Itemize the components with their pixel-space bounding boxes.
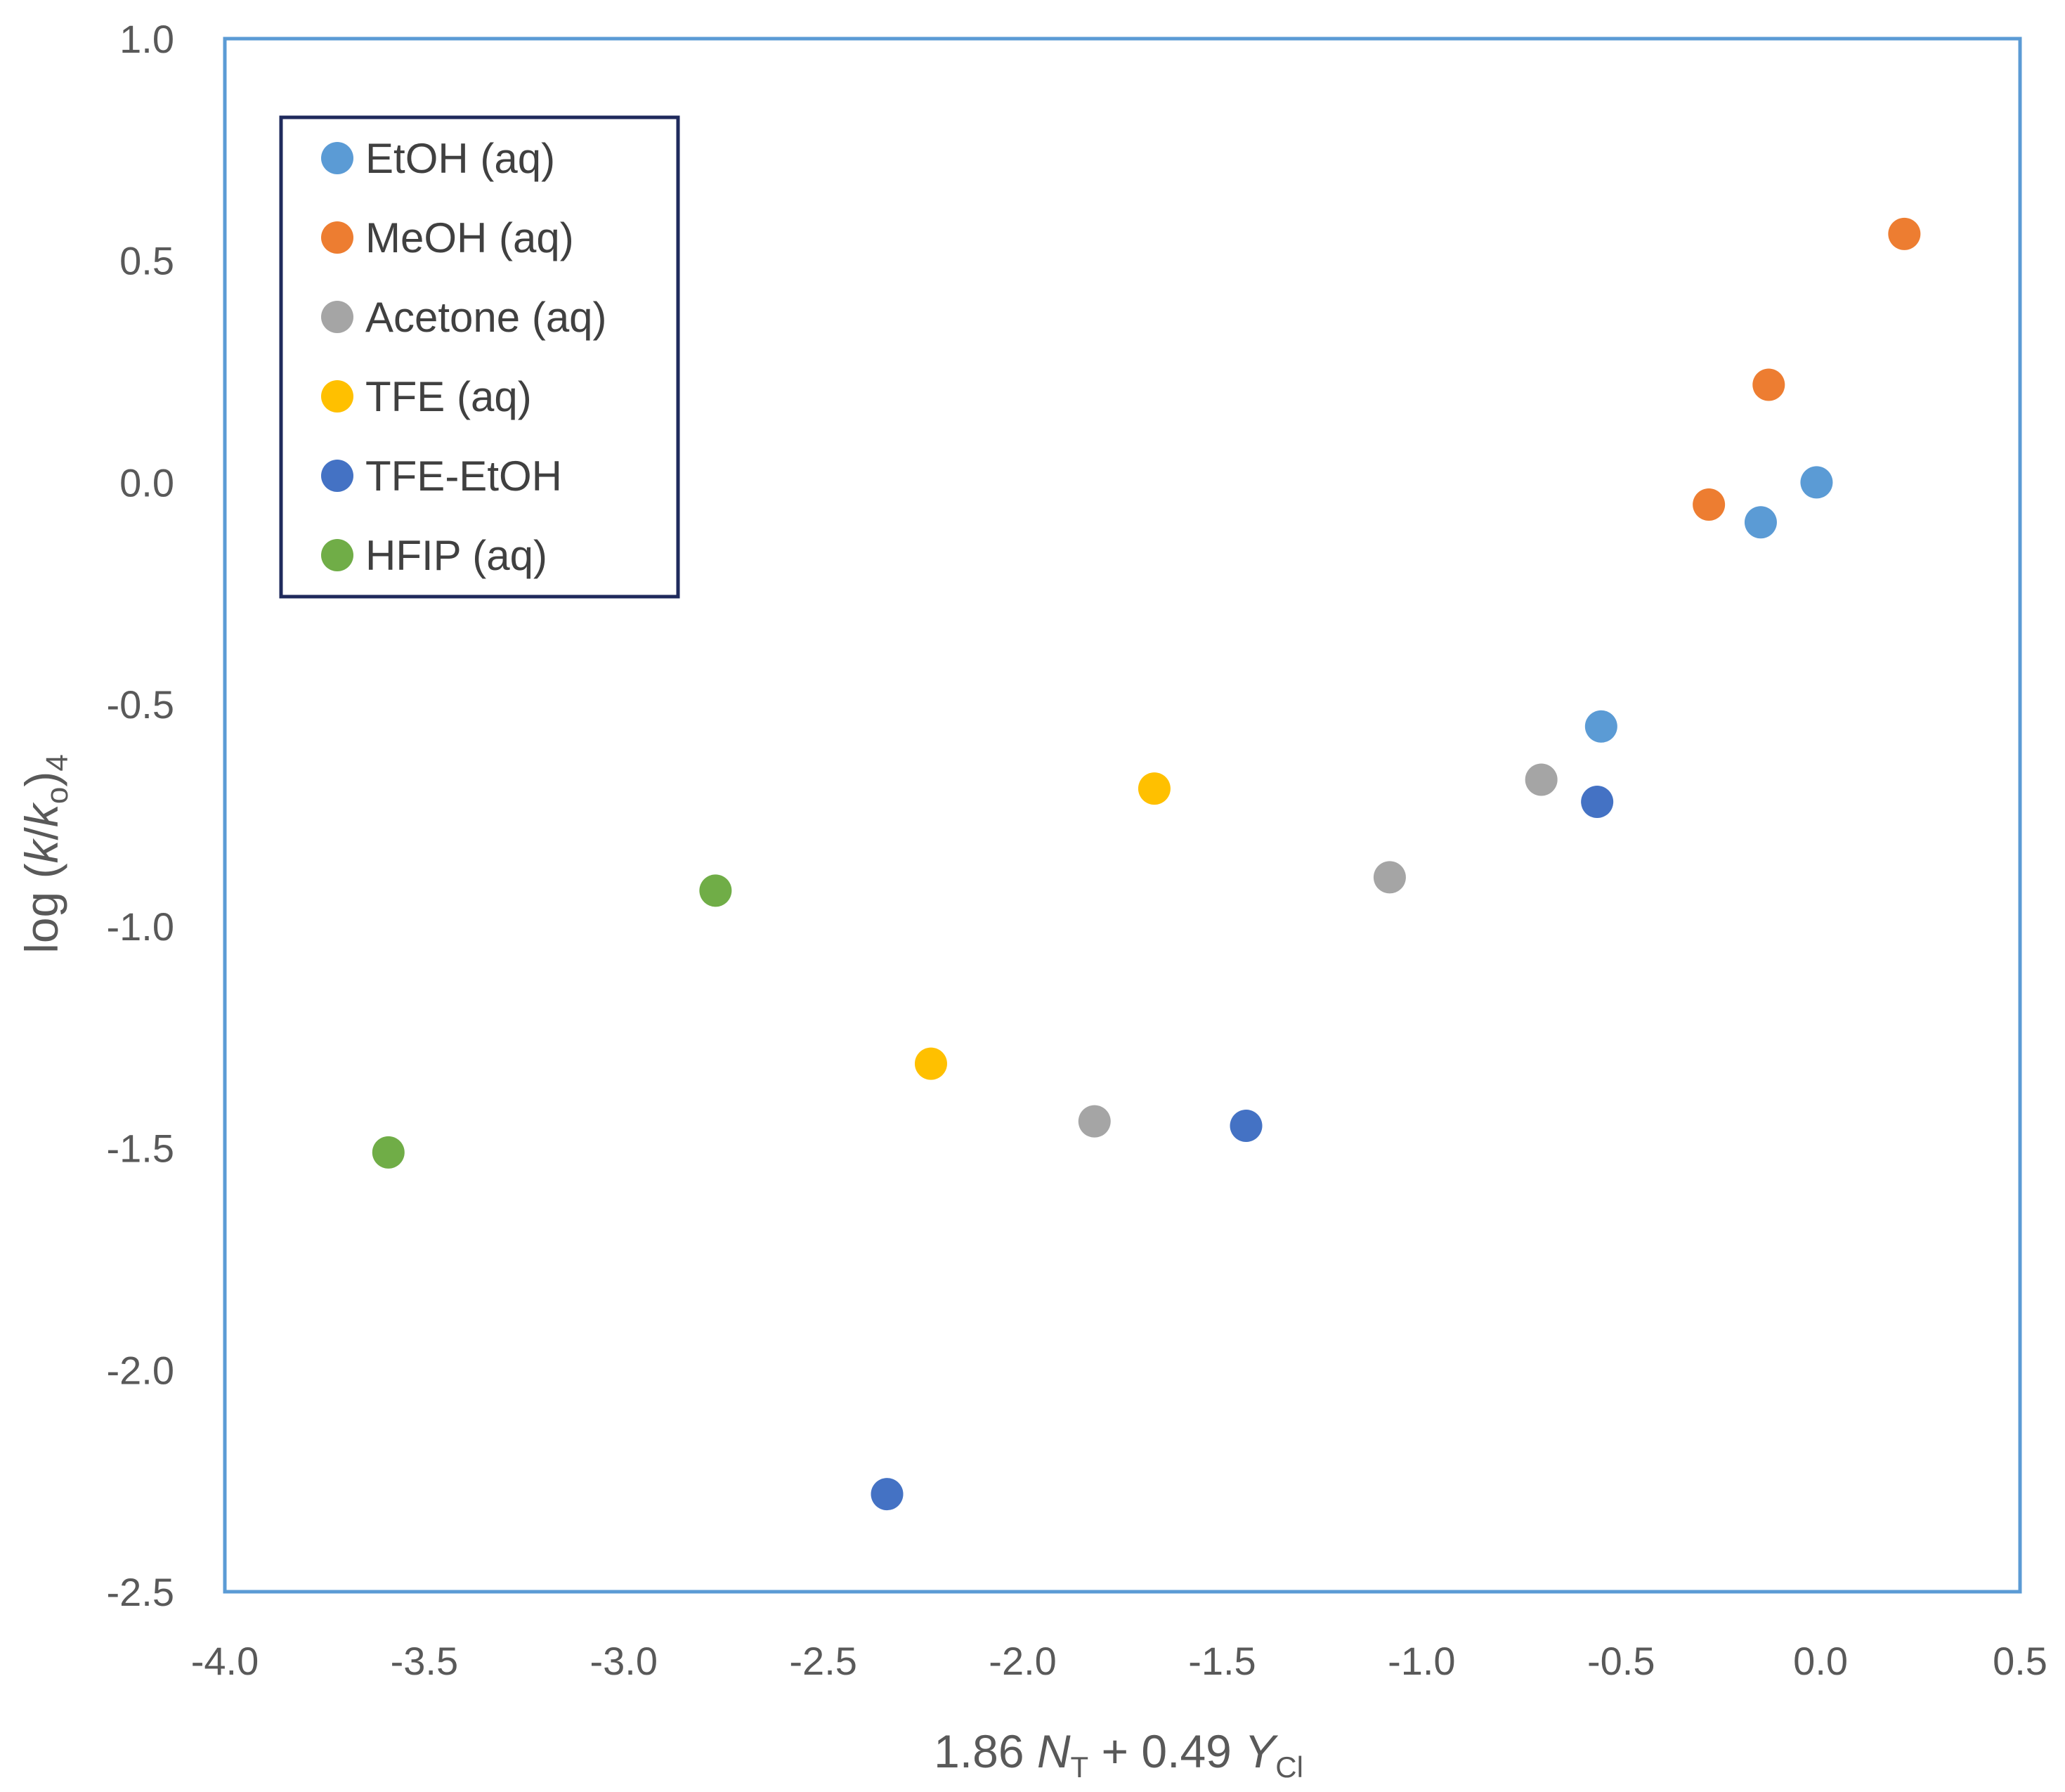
- point-hfip-aq: [372, 1136, 405, 1169]
- legend-marker-etoh-aq: [321, 142, 353, 174]
- x-tick-label: 0.0: [1793, 1639, 1848, 1683]
- data-points: [372, 217, 1921, 1511]
- point-etoh-aq: [1744, 506, 1777, 539]
- point-tfe-aq: [914, 1047, 947, 1080]
- legend-label-hfip-aq: HFIP (aq): [365, 532, 547, 579]
- y-tick-label: -2.0: [107, 1348, 175, 1392]
- x-tick-label: -1.5: [1188, 1639, 1256, 1683]
- legend-label-tfe-etoh: TFE-EtOH: [365, 453, 562, 500]
- legend-label-etoh-aq: EtOH (aq): [365, 135, 555, 182]
- x-axis-ticks: -4.0 -3.5 -3.0 -2.5 -2.0 -1.5 -1.0 -0.5 0.0 0.5: [191, 1639, 2047, 1683]
- point-meoh-aq: [1752, 368, 1785, 401]
- legend-marker-meoh-aq: [321, 221, 353, 254]
- point-meoh-aq: [1888, 217, 1921, 250]
- y-tick-label: -0.5: [107, 682, 175, 727]
- legend-label-acetone-aq: Acetone (aq): [365, 294, 607, 341]
- legend-box: [279, 115, 680, 599]
- y-axis-ticks: 1.0 0.5 0.0 -0.5 -1.0 -1.5 -2.0 -2.5: [107, 17, 175, 1614]
- legend-marker-tfe-aq: [321, 380, 353, 413]
- y-tick-label: 0.0: [119, 460, 174, 505]
- point-etoh-aq: [1800, 466, 1833, 499]
- legend-label-meoh-aq: MeOH (aq): [365, 214, 574, 261]
- point-hfip-aq: [699, 874, 732, 907]
- y-tick-label: 1.0: [119, 17, 174, 61]
- x-tick-label: 0.5: [1993, 1639, 2047, 1683]
- y-tick-label: 0.5: [119, 239, 174, 283]
- point-tfe-etoh: [1581, 786, 1614, 819]
- point-acetone-aq: [1525, 763, 1558, 796]
- point-tfe-aq: [1138, 772, 1171, 805]
- legend-marker-acetone-aq: [321, 301, 353, 333]
- x-tick-label: -3.0: [590, 1639, 658, 1683]
- legend-marker-hfip-aq: [321, 539, 353, 571]
- x-axis-title: 1.86 NT + 0.49 YCl: [934, 1725, 1303, 1784]
- point-etoh-aq: [1584, 710, 1617, 743]
- point-acetone-aq: [1373, 861, 1406, 894]
- legend: EtOH (aq) MeOH (aq) Acetone (aq) TFE (aq) TF…: [279, 115, 680, 599]
- x-tick-label: -2.0: [989, 1639, 1057, 1683]
- x-tick-label: -3.5: [391, 1639, 459, 1683]
- point-tfe-etoh: [1230, 1110, 1263, 1142]
- point-tfe-etoh: [871, 1478, 904, 1511]
- x-tick-label: -1.0: [1388, 1639, 1456, 1683]
- y-tick-label: -1.0: [107, 904, 175, 949]
- x-tick-label: -2.5: [789, 1639, 857, 1683]
- y-tick-label: -1.5: [107, 1127, 175, 1171]
- x-tick-label: -0.5: [1587, 1639, 1655, 1683]
- y-tick-label: -2.5: [107, 1570, 175, 1614]
- legend-marker-tfe-etoh: [321, 460, 353, 492]
- y-axis-title: log (k/ko)4: [15, 754, 74, 954]
- x-tick-label: -4.0: [191, 1639, 259, 1683]
- legend-label-tfe-aq: TFE (aq): [365, 373, 532, 420]
- point-meoh-aq: [1693, 488, 1726, 521]
- plot-area-border: [223, 37, 2022, 1594]
- point-acetone-aq: [1078, 1105, 1111, 1138]
